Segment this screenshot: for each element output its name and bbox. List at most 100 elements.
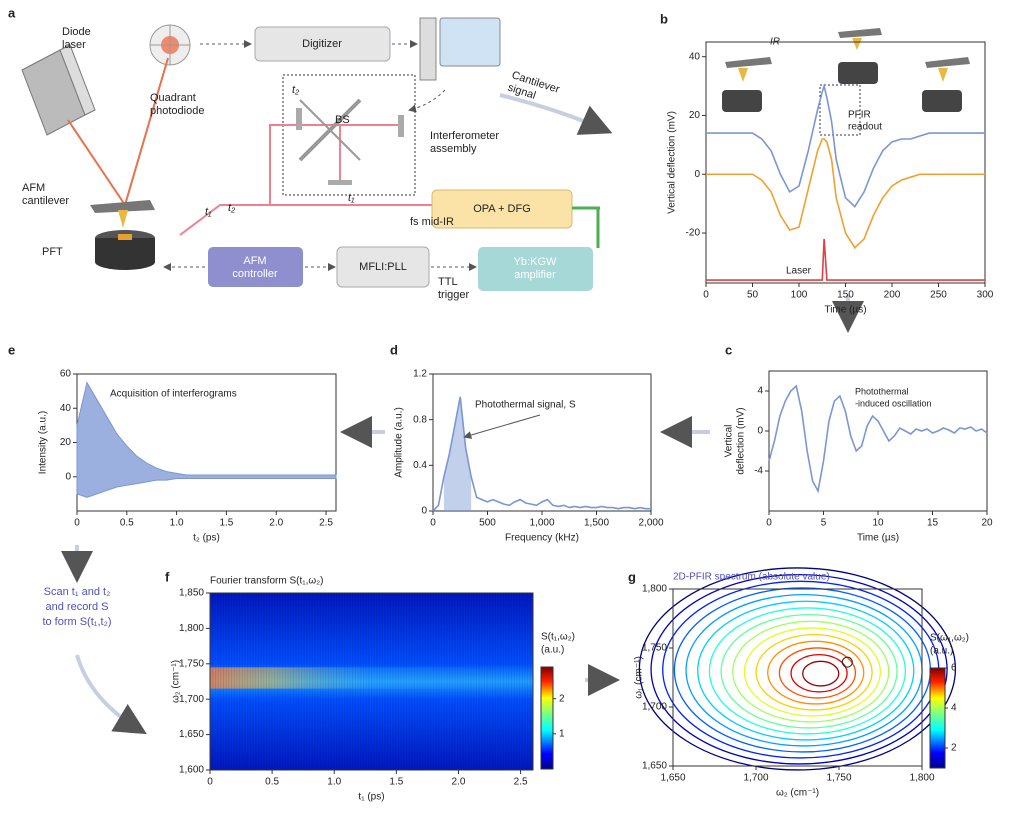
colorbar-tick-label: 2 — [559, 693, 565, 704]
x-tick-label: 2.0 — [452, 777, 466, 788]
diagram-label: OPA + DFG — [473, 203, 531, 215]
x-tick-label: 0.5 — [265, 777, 279, 788]
x-tick-label: 0 — [207, 777, 213, 788]
contour — [767, 640, 865, 705]
diagram-label: controller — [232, 268, 278, 280]
panel-label: g — [628, 569, 636, 584]
colorbar — [540, 666, 554, 770]
x-axis-label: t₂ (ps) — [193, 533, 220, 544]
y-tick-label: 40 — [60, 403, 72, 414]
diagram-label: trigger — [438, 289, 470, 301]
panel-label: d — [390, 342, 398, 357]
annotation: PFIR — [848, 110, 871, 121]
plot-frame — [672, 588, 923, 767]
y-tick-label: 0 — [757, 426, 763, 437]
contour — [790, 653, 848, 693]
x-axis-label: Time (µs) — [824, 305, 866, 316]
data-line — [706, 238, 985, 281]
contour — [743, 627, 882, 717]
y-tick-label: 1,850 — [179, 588, 204, 599]
contour — [650, 573, 948, 765]
x-tick-label: 1.5 — [389, 777, 403, 788]
diagram-label: Interferometer — [430, 130, 499, 142]
diagram-label: Diode — [62, 26, 91, 38]
annotation-arrow — [463, 414, 541, 439]
x-tick-label: 500 — [479, 518, 496, 529]
x-axis-label: Time (µs) — [857, 533, 899, 544]
y-tick-label: 1,650 — [642, 761, 667, 772]
x-axis-label: Frequency (kHz) — [505, 533, 579, 544]
x-tick-label: 20 — [981, 518, 993, 529]
y-tick-label: 1,600 — [179, 765, 204, 776]
contour — [802, 660, 840, 687]
x-tick-label: 1,700 — [743, 773, 768, 784]
diagram-label: fs mid-IR — [410, 216, 454, 228]
side-note: to form S(t₁,t₂) — [42, 616, 111, 628]
diagram-label: Yb:KGW — [514, 256, 557, 268]
x-tick-label: 1,750 — [826, 773, 851, 784]
annotation: Acquisition of interferograms — [110, 389, 237, 400]
diagram-label: amplifier — [514, 269, 556, 281]
y-tick-label: 60 — [60, 369, 72, 380]
diagram-label: Quadrant — [150, 92, 196, 104]
x-tick-label: 150 — [837, 290, 854, 301]
colorbar-tick-label: 4 — [951, 703, 957, 714]
diagram-label: t₁ — [348, 192, 355, 204]
x-tick-label: 0.5 — [120, 518, 134, 529]
colorbar — [929, 667, 946, 769]
diagram-label: laser — [62, 39, 86, 51]
contour — [638, 567, 957, 771]
y-tick-label: 0 — [421, 506, 427, 517]
y-tick-label: -20 — [686, 228, 701, 239]
colorbar-label: S(ω₁,ω₂) — [930, 633, 969, 644]
diagram-shapes — [21, 17, 970, 735]
x-axis-label: t₁ (ps) — [358, 792, 384, 803]
diagram-label: AFM — [22, 182, 45, 194]
y-axis-label: Vertical — [724, 425, 735, 458]
diagram-label: cantilever — [22, 195, 69, 207]
x-tick-label: 2.5 — [319, 518, 333, 529]
annotation: Photothermal signal, S — [475, 400, 576, 411]
x-tick-label: 0 — [430, 518, 436, 529]
interferogram-band — [76, 381, 337, 498]
contour — [720, 613, 898, 729]
x-tick-label: 1.0 — [327, 777, 341, 788]
y-tick-label: 0.4 — [413, 460, 427, 471]
x-tick-label: 200 — [884, 290, 901, 301]
annotation: -induced oscillation — [855, 398, 932, 408]
x-tick-label: 250 — [930, 290, 947, 301]
contour — [697, 600, 915, 741]
y-tick-label: 1,650 — [179, 729, 204, 740]
x-tick-label: 50 — [747, 290, 759, 301]
diagram-label: PFT — [42, 246, 63, 258]
x-tick-label: 1,000 — [529, 518, 554, 529]
colorbar-tick-label: 6 — [951, 663, 957, 674]
panel-label: e — [8, 342, 15, 357]
contour — [755, 633, 873, 711]
x-axis-label: ω₂ (cm⁻¹) — [776, 788, 819, 799]
x-tick-label: 2.0 — [269, 518, 283, 529]
panel-label: f — [165, 569, 170, 584]
contour — [708, 607, 907, 735]
shaded-area — [443, 396, 472, 511]
y-tick-label: 1,700 — [179, 694, 204, 705]
y-tick-label: 1,700 — [642, 702, 667, 713]
panel-label: b — [660, 11, 668, 26]
side-note: Scan t₁ and t₂ — [44, 586, 111, 598]
annotation: Photothermal — [855, 386, 909, 396]
x-tick-label: 0 — [74, 518, 80, 529]
diagram-label: BS — [335, 114, 350, 126]
y-tick-label: 20 — [689, 110, 701, 121]
chart-title: Fourier transform S(t₁,ω₂) — [210, 576, 323, 587]
y-axis-label: ω₂ (cm⁻¹) — [171, 660, 182, 703]
x-tick-label: 1.5 — [219, 518, 233, 529]
diagram-label: Digitizer — [302, 38, 342, 50]
y-axis-label: Amplitude (a.u.) — [394, 407, 405, 478]
y-tick-label: 1,800 — [642, 584, 667, 595]
y-tick-label: 1,750 — [179, 658, 204, 669]
y-axis-label: Vertical deflection (mV) — [667, 111, 678, 214]
contour — [778, 647, 857, 699]
y-tick-label: 1,800 — [179, 623, 204, 634]
colorbar-tick-label: 2 — [951, 743, 957, 754]
